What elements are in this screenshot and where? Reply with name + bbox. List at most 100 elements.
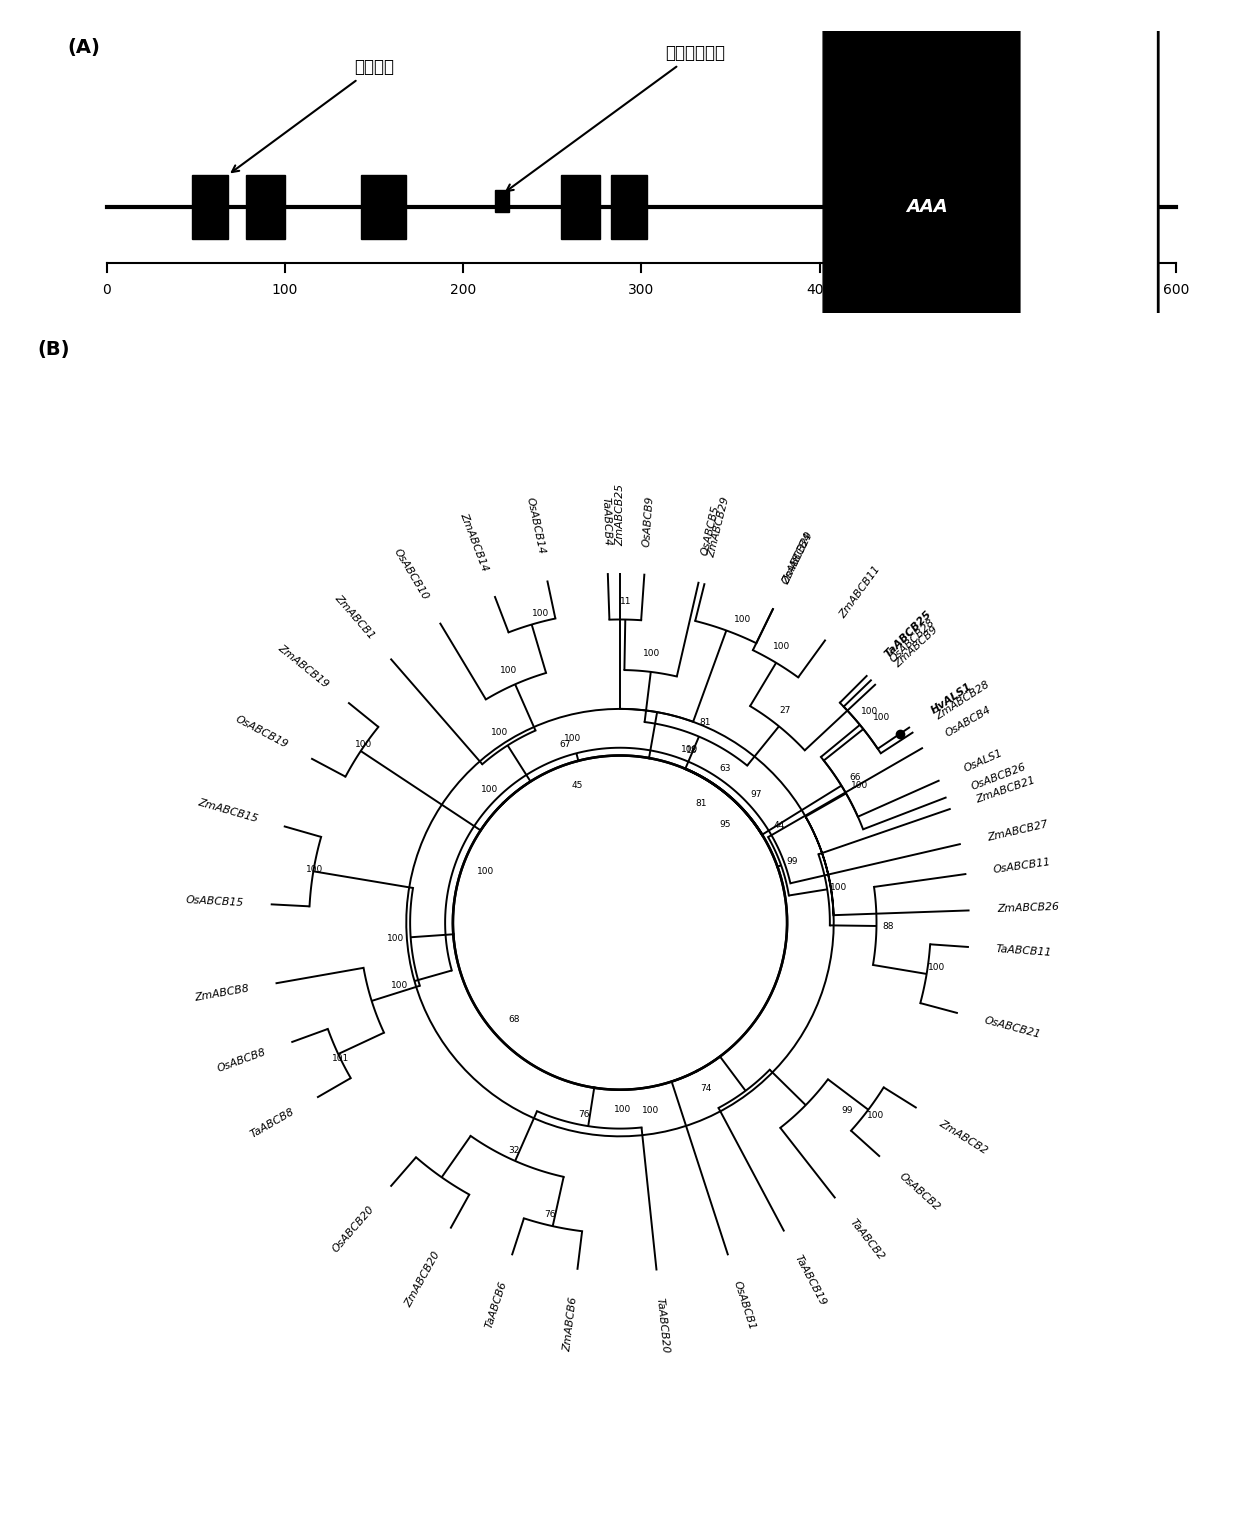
Text: 99: 99 (786, 857, 797, 866)
Text: 97: 97 (750, 790, 761, 799)
Text: 100: 100 (873, 714, 890, 721)
Text: TaABCB11: TaABCB11 (996, 944, 1053, 958)
Text: 100: 100 (861, 708, 878, 717)
Text: ZmABCB27: ZmABCB27 (986, 819, 1049, 843)
Bar (362, 175, 405, 238)
Text: 500: 500 (985, 284, 1011, 297)
Text: 100: 100 (532, 608, 549, 618)
Text: 45: 45 (572, 781, 583, 790)
Text: 100: 100 (272, 284, 298, 297)
Text: 100: 100 (644, 650, 661, 659)
Text: ZmABCB14: ZmABCB14 (458, 511, 490, 572)
Text: 76: 76 (543, 1211, 556, 1220)
Text: 100: 100 (928, 962, 945, 971)
Text: OsABCB19: OsABCB19 (233, 714, 289, 750)
Text: 32: 32 (508, 1145, 520, 1154)
Text: 100: 100 (681, 746, 698, 753)
Text: 95: 95 (719, 819, 730, 828)
Text: ZmABCB26: ZmABCB26 (997, 903, 1059, 915)
Text: 100: 100 (491, 727, 508, 737)
Text: ZmABCB15: ZmABCB15 (197, 798, 259, 824)
Text: 68: 68 (508, 1016, 520, 1025)
Text: OsABCB10: OsABCB10 (392, 547, 430, 602)
Text: TaABCB4: TaABCB4 (600, 497, 611, 546)
Text: TaABCB25: TaABCB25 (883, 608, 934, 660)
Text: 低复杂性序列: 低复杂性序列 (506, 44, 725, 191)
Text: 88: 88 (883, 921, 894, 930)
FancyBboxPatch shape (823, 0, 1030, 461)
Text: TaABCB8: TaABCB8 (248, 1107, 296, 1141)
Text: 74: 74 (701, 1084, 712, 1093)
Text: 67: 67 (559, 740, 570, 749)
Text: 18: 18 (686, 746, 697, 755)
Text: ZmABCB8: ZmABCB8 (193, 984, 249, 1002)
Text: 100: 100 (614, 1104, 631, 1113)
Text: 400: 400 (806, 284, 833, 297)
Text: OsABCB20: OsABCB20 (331, 1203, 377, 1254)
Text: ZmABCB6: ZmABCB6 (563, 1296, 579, 1353)
Text: TaABCB20: TaABCB20 (655, 1296, 671, 1354)
Text: 100: 100 (500, 665, 517, 674)
Text: 100: 100 (642, 1106, 660, 1115)
Text: OsABCB1: OsABCB1 (732, 1279, 758, 1331)
Text: 100: 100 (564, 734, 582, 743)
Text: OsABCB5: OsABCB5 (699, 505, 722, 557)
Text: TaABCB6: TaABCB6 (484, 1279, 508, 1330)
Bar (192, 175, 228, 238)
Text: OsABCB21: OsABCB21 (983, 1016, 1042, 1040)
Text: 11: 11 (620, 596, 631, 605)
Text: ZmABCB4: ZmABCB4 (781, 532, 813, 586)
Text: 300: 300 (629, 284, 655, 297)
Text: 100: 100 (773, 642, 790, 651)
Text: OsABCB26: OsABCB26 (970, 762, 1028, 791)
Text: OsABCB2: OsABCB2 (897, 1171, 941, 1212)
Text: 100: 100 (481, 785, 498, 795)
Text: 100: 100 (851, 781, 868, 790)
Bar (611, 175, 647, 238)
Text: 100: 100 (391, 981, 408, 990)
Text: 81: 81 (699, 718, 711, 727)
Text: 100: 100 (477, 868, 495, 875)
Text: 81: 81 (694, 799, 707, 808)
Text: 100: 100 (387, 933, 404, 942)
Text: TaABCB19: TaABCB19 (792, 1254, 827, 1307)
Text: ZmABCB19: ZmABCB19 (275, 642, 330, 689)
Text: OsALS1: OsALS1 (962, 747, 1004, 773)
Text: 0: 0 (102, 284, 110, 297)
Text: OsABCB15: OsABCB15 (185, 895, 244, 907)
Text: TaABCB2: TaABCB2 (848, 1217, 887, 1261)
Text: ZmABCB1: ZmABCB1 (332, 593, 377, 642)
Text: ZmABCB9: ZmABCB9 (893, 624, 940, 669)
Text: 100: 100 (734, 615, 751, 624)
Text: OsABCB9: OsABCB9 (641, 496, 655, 547)
Text: (B): (B) (37, 340, 69, 358)
Text: OsABCB4: OsABCB4 (944, 705, 993, 738)
Text: 跨膜结构: 跨膜结构 (232, 58, 394, 172)
Text: ZmABCB2: ZmABCB2 (937, 1118, 990, 1156)
Text: OsABCB14: OsABCB14 (525, 496, 547, 555)
Text: OsABCB11: OsABCB11 (992, 857, 1052, 875)
Text: 99: 99 (841, 1107, 853, 1115)
Text: ZmABCB20: ZmABCB20 (403, 1250, 441, 1308)
Text: 200: 200 (450, 284, 476, 297)
Text: 63: 63 (719, 764, 730, 773)
Text: 100: 100 (830, 883, 847, 892)
Text: HvALS1: HvALS1 (930, 682, 975, 715)
Text: 76: 76 (579, 1110, 590, 1119)
Text: 44: 44 (774, 820, 785, 830)
Text: 66: 66 (849, 773, 861, 782)
Text: 100: 100 (306, 865, 322, 874)
Text: 101: 101 (331, 1054, 348, 1063)
Text: AAA: AAA (905, 198, 947, 217)
Text: 100: 100 (355, 740, 372, 749)
Text: ZmABCB28: ZmABCB28 (934, 679, 991, 721)
Text: ZmABCB11: ZmABCB11 (837, 564, 882, 621)
Text: ZmABCB21: ZmABCB21 (975, 775, 1037, 805)
Bar (246, 175, 285, 238)
Text: OsABCB28: OsABCB28 (888, 618, 936, 665)
FancyBboxPatch shape (1019, 0, 1158, 461)
Bar (562, 175, 600, 238)
Bar (495, 191, 510, 212)
Text: (A): (A) (67, 38, 100, 56)
Text: ZmABCB25: ZmABCB25 (615, 483, 625, 546)
